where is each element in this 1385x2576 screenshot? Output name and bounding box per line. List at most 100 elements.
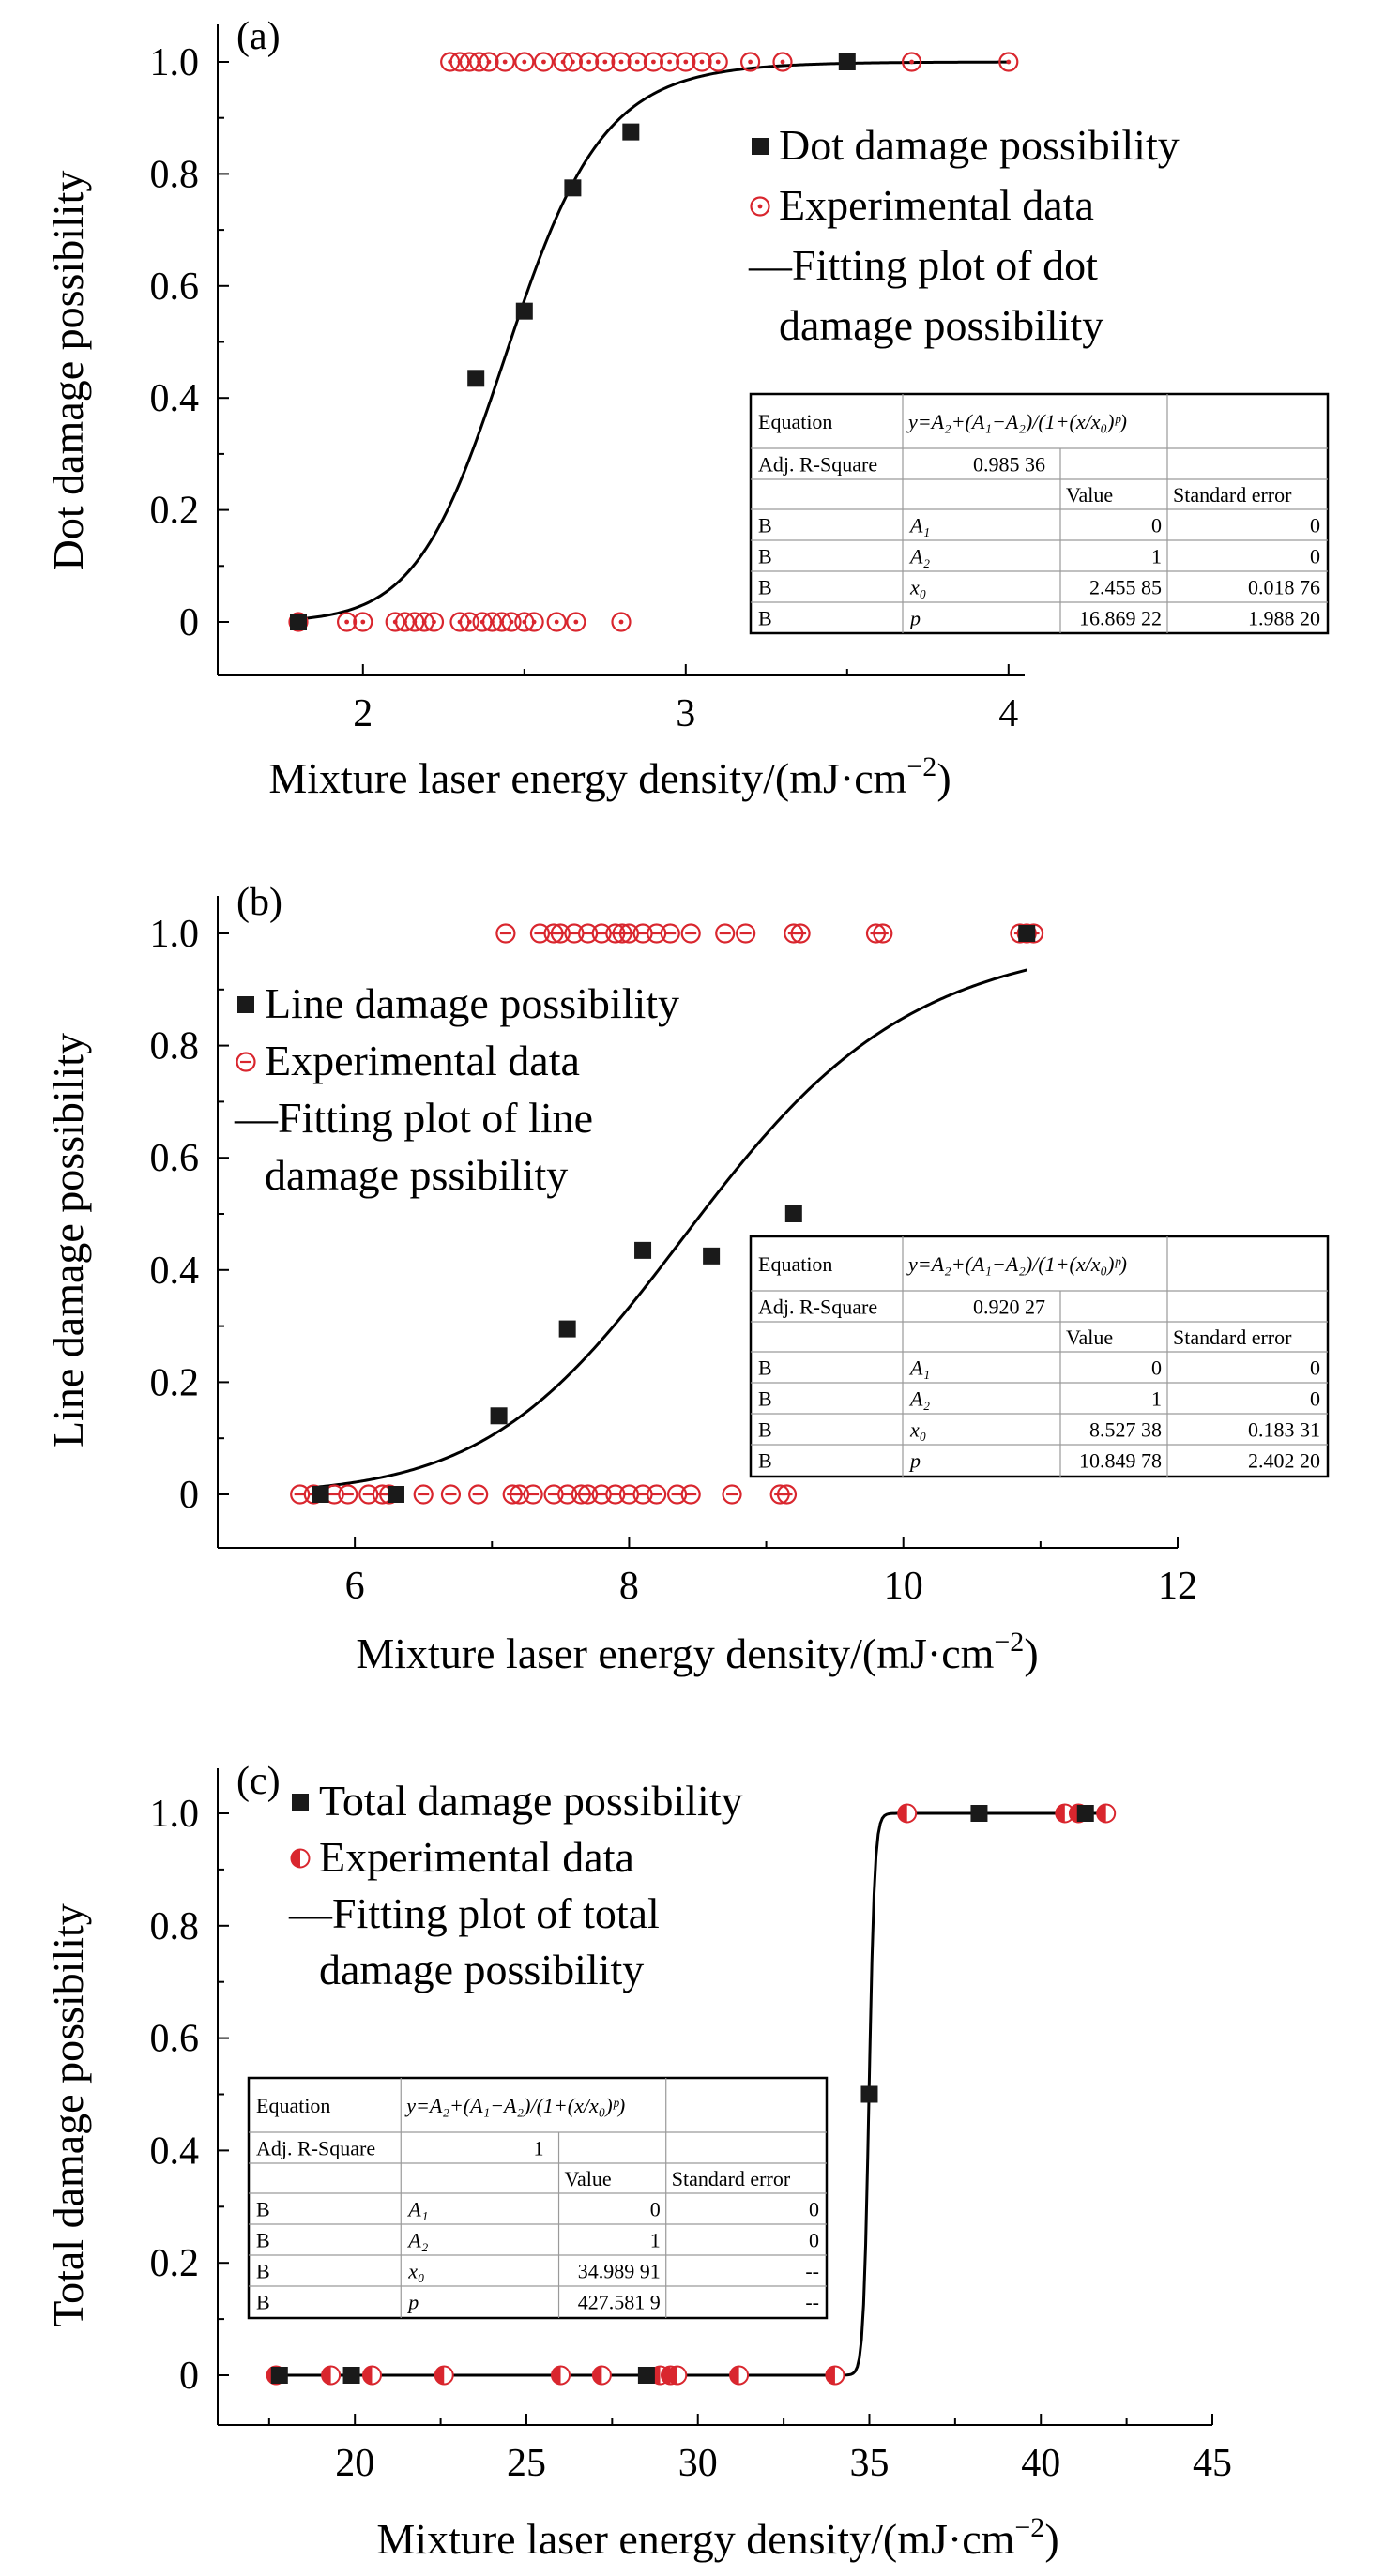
- damage-point-5: [1076, 1805, 1094, 1822]
- circle-dot: [667, 59, 672, 65]
- damage-point-1: [342, 2367, 360, 2384]
- table-row-b: B: [758, 1418, 772, 1442]
- damage-point-1: [467, 370, 485, 387]
- experimental-point-33: [643, 52, 664, 72]
- y-tick-label: 1.0: [150, 1793, 200, 1836]
- table-row-b: B: [758, 545, 772, 568]
- circle-fill: [592, 2366, 602, 2385]
- table-row-error: 2.402 20: [1248, 1449, 1320, 1473]
- y-tick-label: 0.6: [150, 265, 200, 309]
- x-axis-label-close: ): [1044, 2515, 1058, 2563]
- circle-fill: [291, 1849, 300, 1868]
- table-row-value: 10.849 78: [1079, 1449, 1162, 1473]
- y-tick-label: 0: [179, 2355, 199, 2398]
- x-tick-label: 30: [678, 2442, 718, 2485]
- experimental-point-18: [611, 612, 632, 632]
- experimental-point-36: [692, 52, 712, 72]
- table-row-param: A₂: [908, 545, 930, 568]
- legend-item-fit: —Fitting plot of total: [288, 1889, 660, 1937]
- experimental-point-8: [440, 1484, 462, 1505]
- experimental-point-9: [729, 2365, 750, 2386]
- damage-possibility-series: [312, 925, 1036, 1503]
- panel-label: (c): [236, 1760, 281, 1803]
- x-tick-label: 35: [849, 2442, 889, 2485]
- damage-point-5: [838, 53, 856, 70]
- circle-dot: [571, 59, 575, 65]
- circle-outline: [643, 52, 664, 72]
- circle-dot: [573, 619, 579, 625]
- circle-dot: [522, 59, 527, 65]
- x-tick-label: 12: [1158, 1565, 1197, 1608]
- y-tick-label: 0: [179, 601, 199, 644]
- circle-dot: [780, 59, 785, 65]
- y-tick-label: 0.2: [150, 1361, 200, 1404]
- table-row-value: 427.581 9: [578, 2291, 661, 2314]
- circle-outline: [440, 1484, 462, 1505]
- circle-outline: [495, 923, 516, 944]
- circle-outline: [660, 923, 680, 944]
- experimental-point-38: [739, 52, 761, 72]
- circle-outline: [715, 923, 736, 944]
- circle-outline: [611, 52, 632, 72]
- x-axis-label: Mixture laser energy density/(mJ·cm−2): [356, 1627, 1038, 1677]
- experimental-point-30: [595, 52, 616, 72]
- x-tick-label: 6: [345, 1565, 365, 1608]
- table-row-b: B: [758, 514, 772, 538]
- fit-curve: [313, 968, 1027, 1490]
- damage-possibility-series: [270, 1805, 1094, 2384]
- circle-fill: [661, 2366, 671, 2385]
- circle-outline: [736, 923, 756, 944]
- circle-dot: [586, 59, 591, 65]
- circle-dot: [541, 59, 546, 65]
- table-row-error: 1.988 20: [1248, 607, 1320, 630]
- circle-dot: [748, 59, 753, 65]
- circle-dot: [509, 619, 514, 625]
- damage-point-2: [490, 1407, 508, 1425]
- circle-fill: [434, 2366, 445, 2385]
- experimental-point-24: [722, 1484, 742, 1505]
- experimental-point-16: [546, 612, 567, 632]
- damage-point-1: [387, 1486, 404, 1503]
- circle-outline: [353, 612, 373, 632]
- table-row-value: 1: [650, 2229, 661, 2252]
- table-row-param: p: [406, 2291, 419, 2314]
- legend-item-squares: Line damage possibility: [265, 979, 679, 1027]
- x-axis-label-sup: −2: [994, 1627, 1024, 1658]
- experimental-point-41: [998, 52, 1019, 72]
- experimental-point-12: [1055, 1803, 1075, 1824]
- experimental-point-17: [566, 612, 586, 632]
- circle-outline: [566, 612, 586, 632]
- legend-square-marker: [292, 1794, 309, 1811]
- legend-circle-marker-0: [750, 196, 770, 217]
- table-value-header: Value: [1066, 483, 1113, 507]
- experimental-point-37: [708, 52, 728, 72]
- circle-outline: [708, 52, 728, 72]
- table-row-error: 0.183 31: [1248, 1418, 1320, 1442]
- table-row-b: B: [758, 1356, 772, 1380]
- damage-point-7: [1018, 925, 1036, 942]
- table-row-error: 0.018 76: [1248, 576, 1320, 599]
- table-row-value: 1: [1151, 545, 1162, 568]
- circle-fill: [322, 2366, 331, 2385]
- legend: Line damage possibility Experimental data…: [234, 979, 679, 1199]
- table-row-param: x₀: [909, 1418, 926, 1442]
- circle-outline: [595, 52, 616, 72]
- experimental-point-12: [523, 1484, 543, 1505]
- table-row-error: 0: [1310, 545, 1320, 568]
- y-tick-label: 0.8: [150, 1025, 200, 1068]
- table-row-value: 1: [1151, 1387, 1162, 1411]
- legend-item-fit: —Fitting plot of line: [234, 1094, 593, 1142]
- table-r2-label: Adj. R-Square: [256, 2137, 375, 2160]
- x-tick-label: 25: [507, 2442, 546, 2485]
- circle-outline: [722, 1484, 742, 1505]
- damage-point-4: [622, 123, 640, 141]
- x-axis-label: Mixture laser energy density/(mJ·cm−2): [268, 751, 951, 802]
- legend: Total damage possibility Experimental dat…: [288, 1777, 743, 1993]
- experimental-point-7: [423, 612, 445, 632]
- fit-curve: [297, 60, 1009, 621]
- circle-outline: [901, 52, 922, 72]
- table-row-b: B: [256, 2198, 270, 2221]
- y-tick-label: 1.0: [150, 913, 200, 956]
